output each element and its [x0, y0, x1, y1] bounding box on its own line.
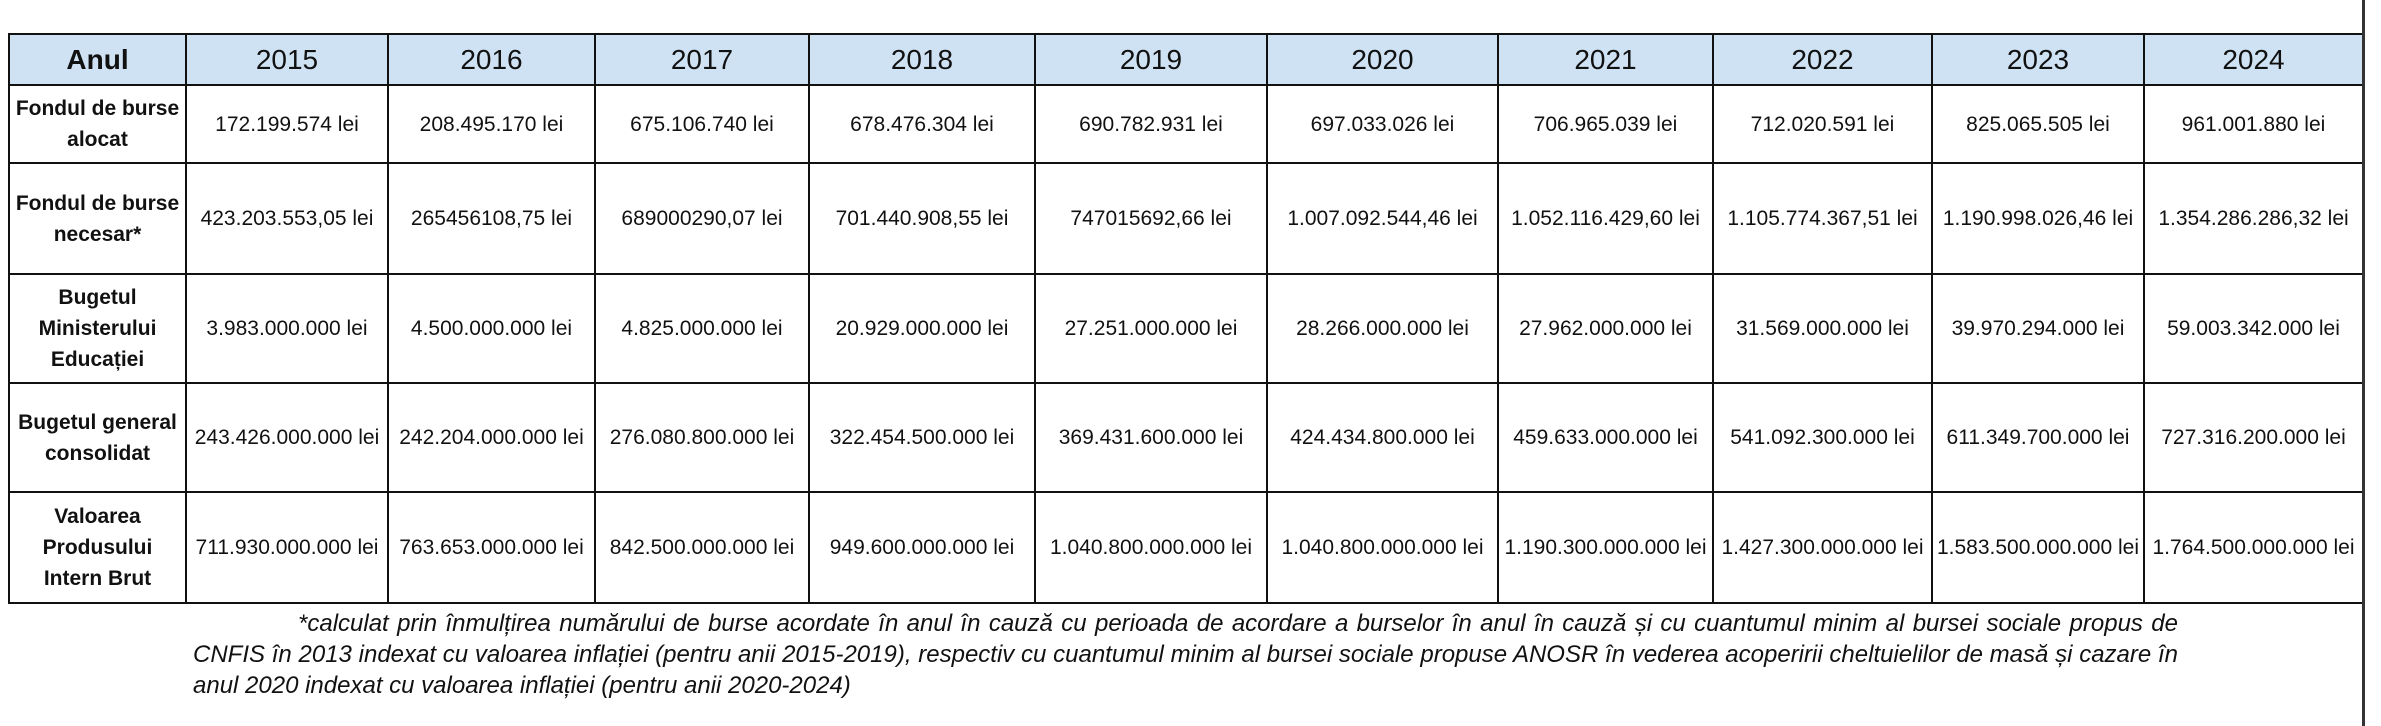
value-cell: 1.190.300.000.000 lei: [1497, 491, 1714, 604]
header-row: Anul 2015 2016 2017 2018 2019 2020 2021 2022 2023…: [8, 33, 2364, 86]
table-row: Bugetul Ministerului Educației 3.983.000.…: [8, 273, 2364, 384]
value-cell: 961.001.880 lei: [2143, 84, 2364, 164]
value-cell: 711.930.000.000 lei: [185, 491, 389, 604]
value-cell: 208.495.170 lei: [387, 84, 596, 164]
value-cell: 424.434.800.000 lei: [1266, 382, 1499, 493]
value-cell: 20.929.000.000 lei: [808, 273, 1036, 384]
value-cell: 369.431.600.000 lei: [1034, 382, 1268, 493]
value-cell: 1.040.800.000.000 lei: [1266, 491, 1499, 604]
row-label: Bugetul Ministerului Educației: [8, 273, 187, 384]
value-cell: 675.106.740 lei: [594, 84, 810, 164]
year-header: 2018: [808, 33, 1036, 86]
value-cell: 1.764.500.000.000 lei: [2143, 491, 2364, 604]
value-cell: 322.454.500.000 lei: [808, 382, 1036, 493]
table-row: Bugetul general consolidat 243.426.000.00…: [8, 382, 2364, 493]
value-cell: 242.204.000.000 lei: [387, 382, 596, 493]
year-header: 2016: [387, 33, 596, 86]
table-body: Fondul de burse alocat 172.199.574 lei 208…: [8, 84, 2364, 604]
row-label: Valoarea Produsului Intern Brut: [8, 491, 187, 604]
table-row: Valoarea Produsului Intern Brut 711.930.0…: [8, 491, 2364, 604]
value-cell: 27.962.000.000 lei: [1497, 273, 1714, 384]
value-cell: 701.440.908,55 lei: [808, 162, 1036, 275]
year-header: 2024: [2143, 33, 2364, 86]
value-cell: 1.583.500.000.000 lei: [1931, 491, 2145, 604]
value-cell: 28.266.000.000 lei: [1266, 273, 1499, 384]
row-label: Bugetul general consolidat: [8, 382, 187, 493]
value-cell: 706.965.039 lei: [1497, 84, 1714, 164]
value-cell: 1.105.774.367,51 lei: [1712, 162, 1933, 275]
value-cell: 611.349.700.000 lei: [1931, 382, 2145, 493]
value-cell: 1.007.092.544,46 lei: [1266, 162, 1499, 275]
value-cell: 690.782.931 lei: [1034, 84, 1268, 164]
value-cell: 541.092.300.000 lei: [1712, 382, 1933, 493]
value-cell: 39.970.294.000 lei: [1931, 273, 2145, 384]
footnote: *calculat prin înmulțirea numărului de b…: [193, 610, 2178, 699]
value-cell: 3.983.000.000 lei: [185, 273, 389, 384]
row-label: Fondul de burse alocat: [8, 84, 187, 164]
value-cell: 763.653.000.000 lei: [387, 491, 596, 604]
year-header: 2021: [1497, 33, 1714, 86]
value-cell: 459.633.000.000 lei: [1497, 382, 1714, 493]
table-row: Fondul de burse alocat 172.199.574 lei 208…: [8, 84, 2364, 164]
value-cell: 59.003.342.000 lei: [2143, 273, 2364, 384]
value-cell: 276.080.800.000 lei: [594, 382, 810, 493]
value-cell: 1.190.998.026,46 lei: [1931, 162, 2145, 275]
value-cell: 31.569.000.000 lei: [1712, 273, 1933, 384]
year-header: 2023: [1931, 33, 2145, 86]
value-cell: 172.199.574 lei: [185, 84, 389, 164]
value-cell: 265456108,75 lei: [387, 162, 596, 275]
value-cell: 4.825.000.000 lei: [594, 273, 810, 384]
year-header: 2019: [1034, 33, 1268, 86]
year-header: 2020: [1266, 33, 1499, 86]
value-cell: 747015692,66 lei: [1034, 162, 1268, 275]
value-cell: 423.203.553,05 lei: [185, 162, 389, 275]
value-cell: 243.426.000.000 lei: [185, 382, 389, 493]
value-cell: 1.052.116.429,60 lei: [1497, 162, 1714, 275]
value-cell: 27.251.000.000 lei: [1034, 273, 1268, 384]
corner-header: Anul: [8, 33, 187, 86]
value-cell: 1.354.286.286,32 lei: [2143, 162, 2364, 275]
value-cell: 689000290,07 lei: [594, 162, 810, 275]
value-cell: 697.033.026 lei: [1266, 84, 1499, 164]
value-cell: 949.600.000.000 lei: [808, 491, 1036, 604]
value-cell: 678.476.304 lei: [808, 84, 1036, 164]
table-row: Fondul de burse necesar* 423.203.553,05 l…: [8, 162, 2364, 275]
year-header: 2017: [594, 33, 810, 86]
value-cell: 825.065.505 lei: [1931, 84, 2145, 164]
row-label: Fondul de burse necesar*: [8, 162, 187, 275]
value-cell: 1.040.800.000.000 lei: [1034, 491, 1268, 604]
year-header: 2015: [185, 33, 389, 86]
value-cell: 1.427.300.000.000 lei: [1712, 491, 1933, 604]
value-cell: 727.316.200.000 lei: [2143, 382, 2364, 493]
year-header: 2022: [1712, 33, 1933, 86]
value-cell: 842.500.000.000 lei: [594, 491, 810, 604]
value-cell: 4.500.000.000 lei: [387, 273, 596, 384]
data-table: Anul 2015 2016 2017 2018 2019 2020 2021 2022 2023…: [8, 33, 2364, 604]
window-edge: [2362, 0, 2365, 726]
value-cell: 712.020.591 lei: [1712, 84, 1933, 164]
